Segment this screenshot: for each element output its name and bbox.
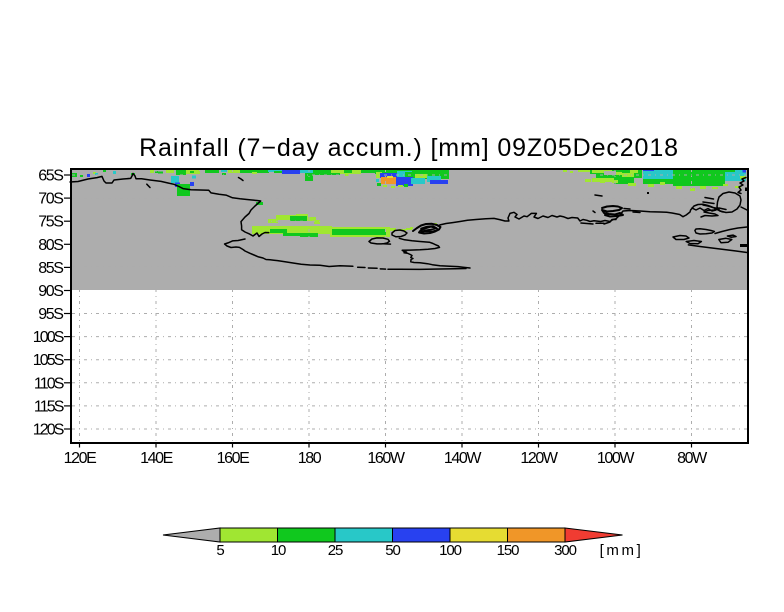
svg-text:105S: 105S — [33, 352, 64, 369]
svg-text:160E: 160E — [217, 450, 249, 467]
svg-text:70S: 70S — [38, 191, 63, 208]
svg-text:50: 50 — [385, 542, 400, 559]
svg-text:10: 10 — [271, 542, 286, 559]
svg-text:140W: 140W — [444, 450, 482, 467]
svg-text:110S: 110S — [34, 375, 64, 392]
svg-text:85S: 85S — [38, 260, 63, 277]
svg-text:120E: 120E — [64, 450, 96, 467]
svg-text:120W: 120W — [520, 450, 558, 467]
svg-text:120S: 120S — [33, 422, 64, 439]
svg-text:95S: 95S — [38, 306, 63, 323]
svg-text:75S: 75S — [38, 214, 63, 231]
svg-text:115S: 115S — [34, 398, 64, 415]
svg-text:Rainfall (7−day accum.) [mm] 0: Rainfall (7−day accum.) [mm] 09Z05Dec201… — [139, 134, 679, 162]
svg-text:80S: 80S — [38, 237, 63, 254]
svg-text:180: 180 — [298, 450, 322, 467]
svg-text:100: 100 — [439, 542, 461, 559]
svg-text:5: 5 — [216, 542, 224, 559]
svg-text:[mm]: [mm] — [600, 542, 644, 559]
svg-text:80W: 80W — [677, 450, 708, 467]
svg-text:100W: 100W — [597, 450, 635, 467]
svg-text:300: 300 — [554, 542, 576, 559]
svg-text:140E: 140E — [140, 450, 172, 467]
svg-text:160W: 160W — [367, 450, 405, 467]
svg-text:150: 150 — [497, 542, 519, 559]
svg-text:65S: 65S — [38, 168, 63, 185]
svg-text:25: 25 — [328, 542, 343, 559]
svg-text:100S: 100S — [33, 329, 64, 346]
svg-text:90S: 90S — [38, 283, 63, 300]
